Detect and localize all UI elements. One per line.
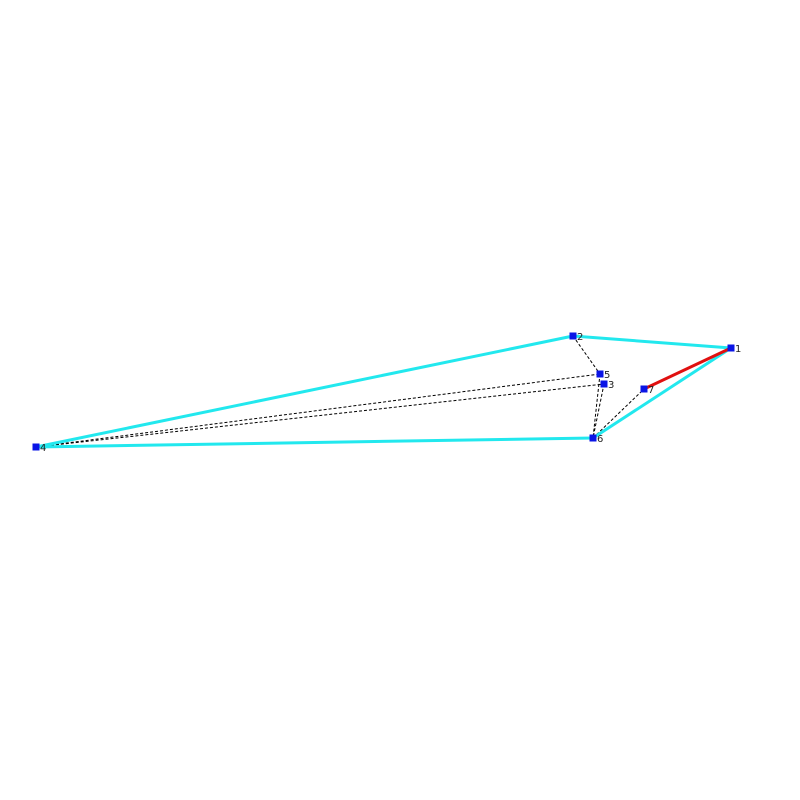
node-label: 1	[735, 344, 741, 355]
hull-edge	[35, 334, 574, 449]
node: 1	[727, 344, 741, 355]
nodes: 1 2 3 4 5 6 7	[32, 332, 741, 454]
hull-edge	[572, 334, 732, 350]
dashed-edge	[35, 383, 605, 448]
node-label: 7	[648, 385, 654, 396]
node: 3	[600, 380, 614, 391]
node-marker	[596, 370, 604, 378]
node-marker	[589, 434, 597, 442]
node-marker	[569, 332, 577, 340]
node-label: 6	[597, 434, 603, 445]
node-marker	[727, 344, 735, 352]
dashed-edge	[592, 373, 601, 439]
edges	[35, 334, 732, 449]
node: 2	[569, 332, 583, 343]
node-marker	[600, 380, 608, 388]
node-marker	[640, 385, 648, 393]
dashed-edge	[572, 335, 601, 375]
hull-edge	[35, 436, 594, 449]
dashed-edge	[592, 388, 645, 439]
node: 7	[640, 385, 654, 396]
node: 6	[589, 434, 603, 445]
node-marker	[32, 443, 40, 451]
hull-edge	[592, 346, 732, 440]
dashed-edge	[35, 373, 601, 448]
node-label: 3	[608, 380, 614, 391]
node-label: 5	[604, 370, 610, 381]
node: 5	[596, 370, 610, 381]
node: 4	[32, 443, 46, 454]
node-label: 4	[40, 443, 46, 454]
dashed-edge	[592, 383, 605, 439]
highlight-edge	[643, 346, 732, 391]
node-label: 2	[577, 332, 583, 343]
